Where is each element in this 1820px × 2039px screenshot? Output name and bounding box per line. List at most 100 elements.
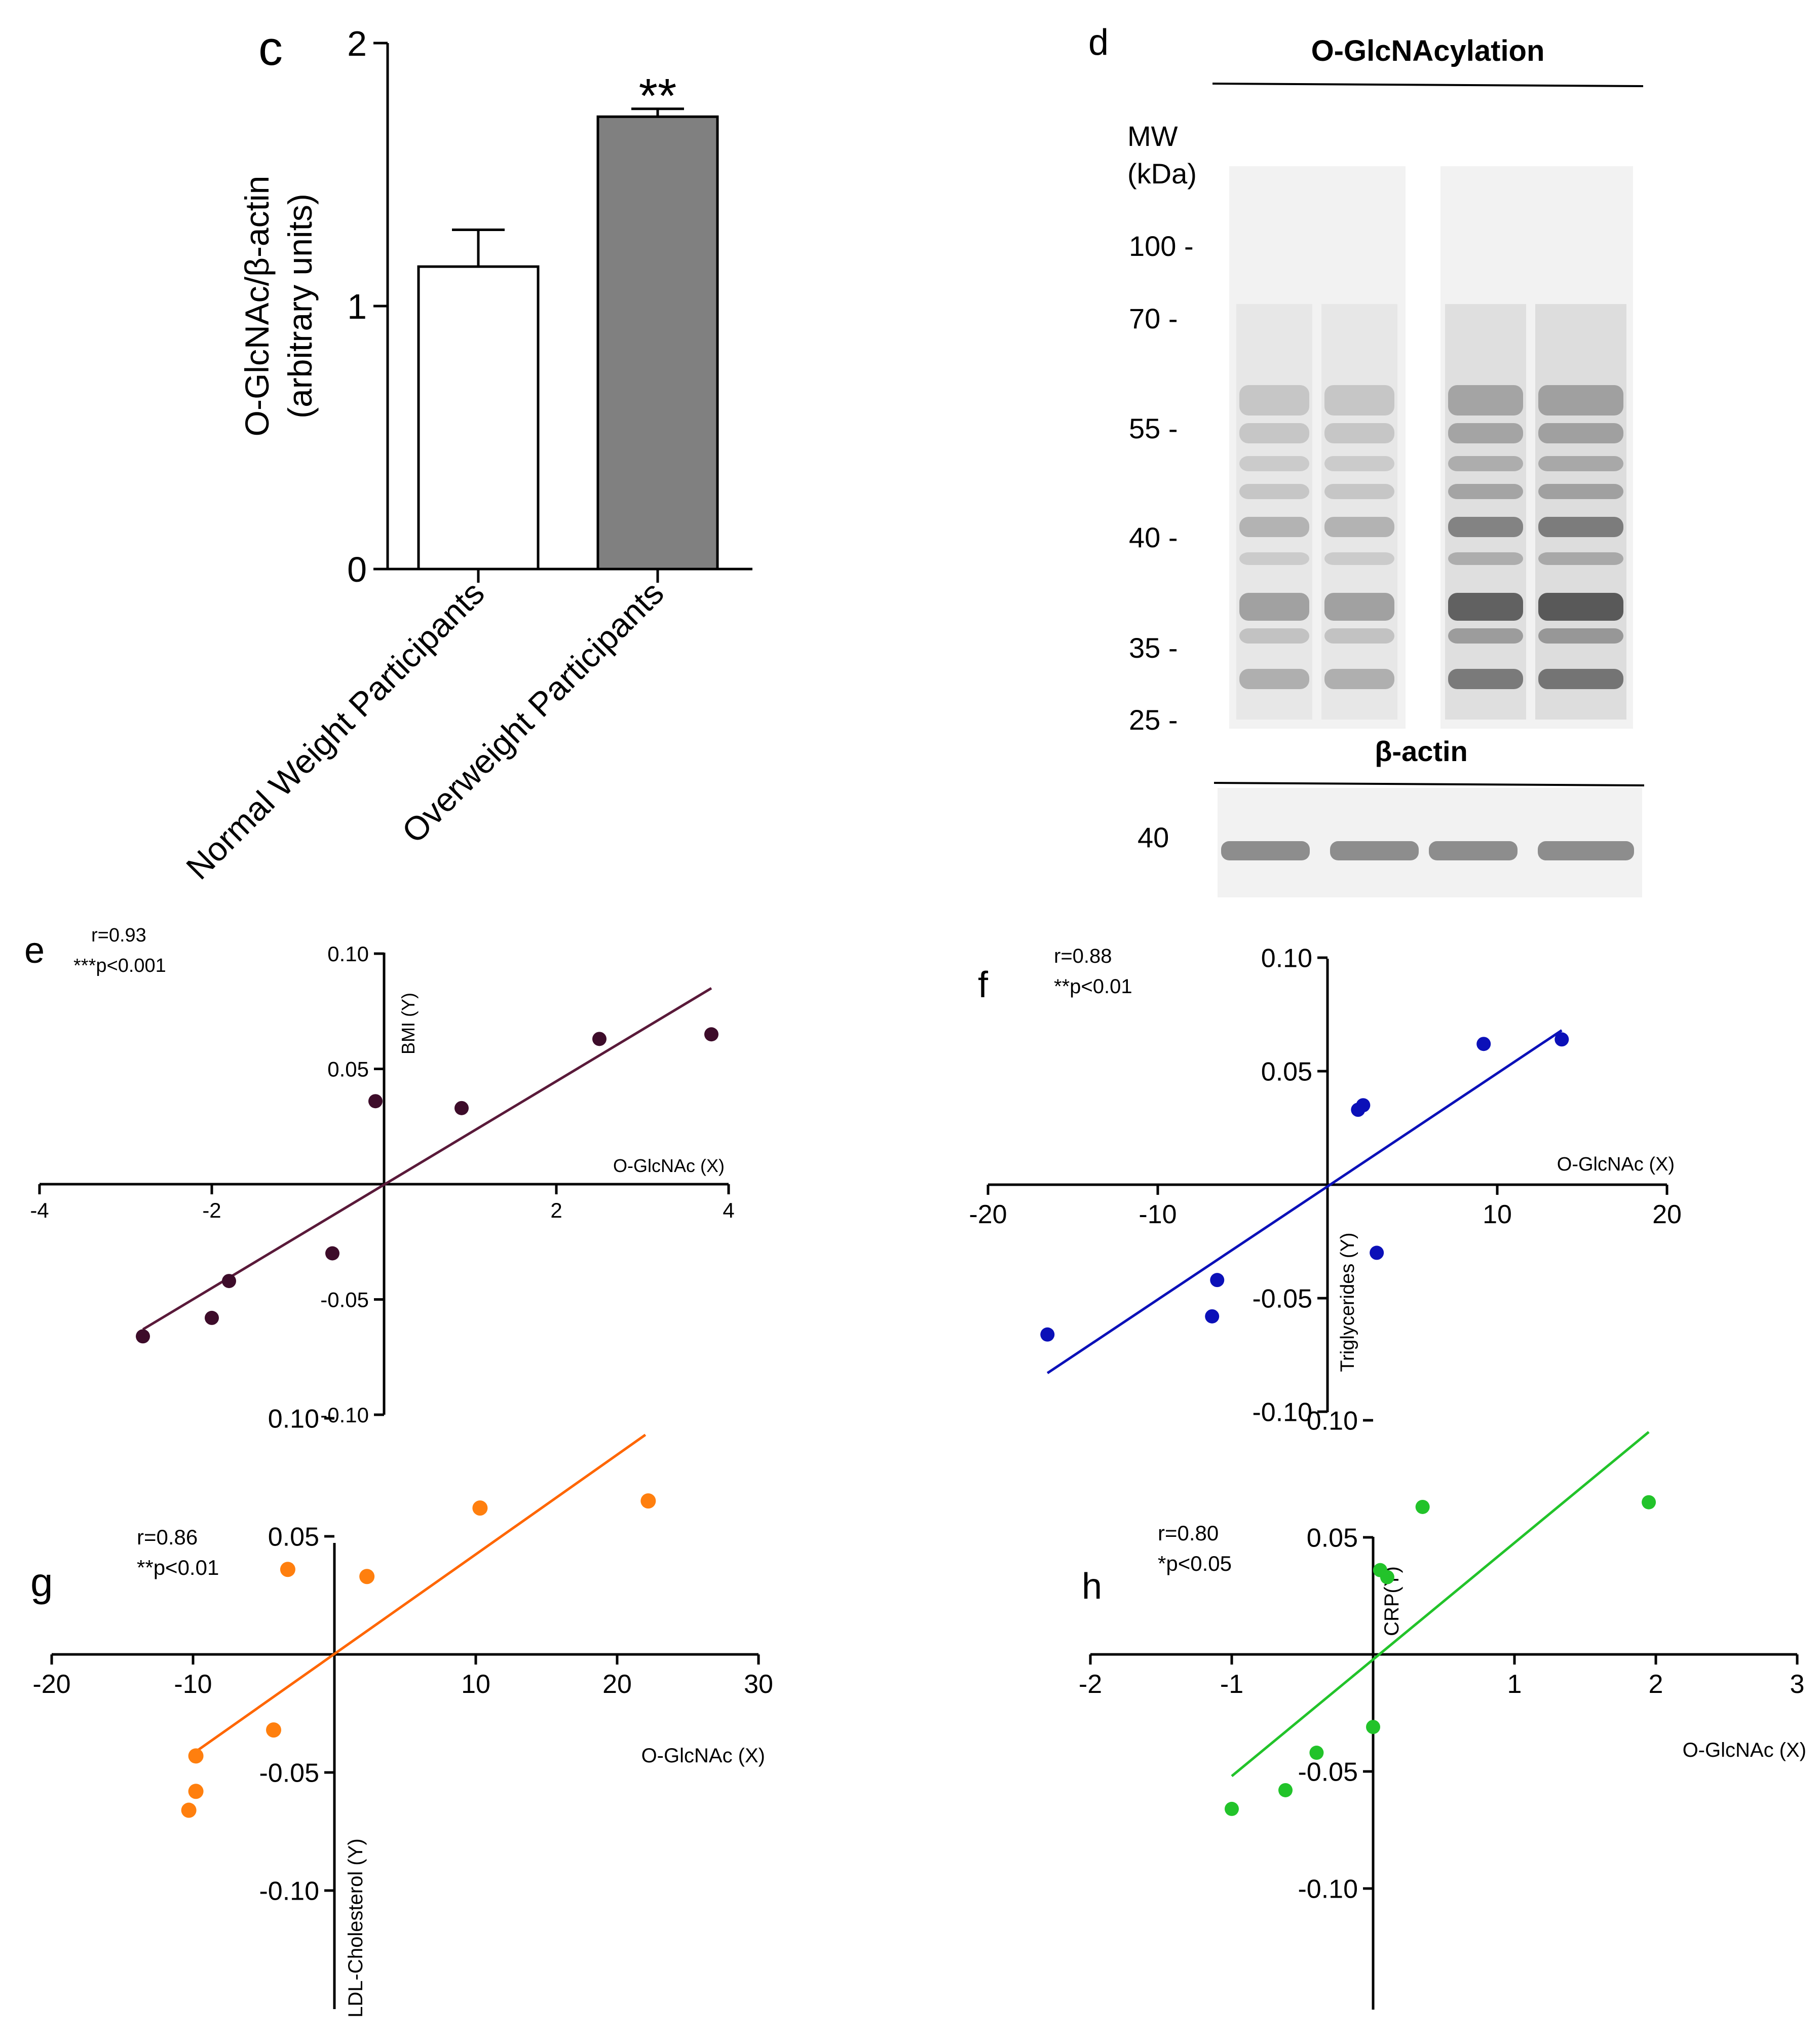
- g-regression-line: [192, 1433, 647, 1755]
- h-xtick-label-4: 2: [1649, 1670, 1663, 1699]
- actin-title-rule: [1214, 782, 1645, 786]
- blot-band-33: [1538, 552, 1623, 565]
- blot-band-20: [1448, 423, 1523, 443]
- f-data-point-7: [1476, 1037, 1491, 1051]
- g-xtick-label-3: 10: [461, 1670, 490, 1699]
- blot-band-36: [1538, 669, 1623, 689]
- mw-marker-70: 70 -: [1129, 303, 1178, 334]
- h-xlabel: O-GlcNAc (X): [1683, 1739, 1806, 1761]
- e-data-point-1: [136, 1329, 150, 1344]
- western-blot-panel-d: O-GlcNAcylation MW (kDa) 100 - 70 - 55 -…: [1127, 34, 1645, 897]
- h-data-point-8: [1642, 1495, 1656, 1509]
- actin-band-4: [1538, 841, 1634, 860]
- panel-letter-e: e: [24, 930, 45, 971]
- f-data-point-6: [1370, 1245, 1384, 1260]
- blot-band-30: [1538, 456, 1623, 471]
- g-ytick-label-4: -0.10: [259, 1877, 319, 1906]
- blot-band-16: [1324, 593, 1394, 621]
- actin-marker-40: 40: [1138, 821, 1169, 853]
- blot-lane-smear-2: [1321, 304, 1397, 720]
- blot-band-27: [1448, 669, 1523, 689]
- f-data-point-5: [1356, 1098, 1371, 1113]
- blot-band-23: [1448, 517, 1523, 537]
- g-ytick-label-1: 0.10: [268, 1405, 319, 1434]
- f-stat-p: **p<0.01: [1054, 975, 1132, 998]
- c-errorbar-normal-weight: [452, 228, 505, 267]
- scatter-panel-f: -20 -10 10 20 0.10 0.05 -0.05 -0.10 O-GlcNAc (X)…: [969, 944, 1682, 1427]
- h-data-point-6: [1380, 1570, 1394, 1584]
- f-xlabel: O-GlcNAc (X): [1557, 1154, 1675, 1175]
- blot-membrane-left: [1229, 166, 1406, 729]
- f-data-point-1: [1040, 1327, 1055, 1342]
- blot-band-25: [1448, 593, 1523, 621]
- blot-band-26: [1448, 628, 1523, 644]
- h-ytick-label-4: -0.10: [1298, 1875, 1358, 1904]
- g-data-point-5: [280, 1562, 295, 1577]
- c-category-label-normal: Normal Weight Participants: [179, 574, 491, 887]
- c-significance-annotation: **: [639, 69, 677, 123]
- e-xtick-label-2: -2: [202, 1198, 221, 1222]
- actin-band-3: [1429, 841, 1518, 860]
- h-xtick-label-3: 1: [1507, 1670, 1522, 1699]
- c-ytick-label-2: 2: [347, 24, 367, 63]
- panel-letter-c: c: [258, 21, 283, 75]
- g-data-point-8: [640, 1493, 656, 1509]
- mw-label-line1: MW: [1127, 120, 1178, 152]
- c-ylabel-line2: (arbitrary units): [281, 194, 319, 419]
- c-errorbar-overweight: [631, 107, 684, 117]
- blot-band-10: [1324, 385, 1394, 416]
- blot-band-1: [1239, 385, 1309, 416]
- c-bar-normal-weight: [417, 265, 540, 571]
- f-regression-line: [1046, 1029, 1563, 1374]
- actin-title: β-actin: [1375, 735, 1468, 767]
- g-xtick-label-4: 20: [602, 1670, 632, 1699]
- h-regression-line: [1231, 1431, 1650, 1778]
- blot-title-rule: [1212, 83, 1644, 87]
- blot-band-9: [1239, 669, 1309, 689]
- c-ytick-label-0: 0: [347, 550, 367, 589]
- e-ytick-label-4: -0.10: [320, 1403, 369, 1427]
- blot-band-28: [1538, 385, 1623, 416]
- f-data-point-2: [1205, 1309, 1220, 1324]
- mw-marker-100: 100 -: [1129, 230, 1194, 262]
- e-data-point-4: [325, 1246, 339, 1261]
- e-xtick-label-4: 4: [723, 1198, 734, 1222]
- f-ytick-label-2: 0.05: [1261, 1058, 1312, 1087]
- blot-band-21: [1448, 456, 1523, 471]
- blot-band-35: [1538, 628, 1623, 644]
- actin-band-1: [1221, 841, 1310, 860]
- f-data-point-3: [1210, 1273, 1225, 1288]
- f-xtick-label-1: -20: [969, 1200, 1007, 1229]
- actin-bands: [1221, 841, 1634, 860]
- panel-letter-g: g: [30, 1560, 53, 1605]
- h-ytick-label-2: 0.05: [1307, 1524, 1358, 1553]
- blot-band-3: [1239, 456, 1309, 471]
- g-ytick-label-3: -0.05: [259, 1759, 319, 1788]
- e-stat-r: r=0.93: [91, 925, 146, 946]
- h-ytick-label-3: -0.05: [1298, 1758, 1358, 1787]
- blot-band-18: [1324, 669, 1394, 689]
- blot-band-5: [1239, 517, 1309, 537]
- f-xtick-label-4: 20: [1652, 1200, 1682, 1229]
- h-xtick-label-5: 3: [1790, 1670, 1805, 1699]
- g-ytick-label-2: 0.05: [268, 1523, 319, 1552]
- e-ylabel: BMI (Y): [398, 993, 419, 1054]
- blot-band-4: [1239, 484, 1309, 499]
- f-ytick-label-1: 0.10: [1261, 944, 1312, 973]
- e-data-point-2: [205, 1310, 219, 1325]
- g-stat-r: r=0.86: [137, 1525, 198, 1549]
- h-stat-r: r=0.80: [1158, 1521, 1219, 1545]
- f-stat-r: r=0.88: [1054, 945, 1112, 967]
- f-ytick-label-4: -0.10: [1252, 1398, 1312, 1427]
- c-ytick-label-1: 1: [347, 287, 367, 326]
- g-xtick-label-2: -10: [174, 1670, 212, 1699]
- blot-band-17: [1324, 628, 1394, 644]
- f-ytick-label-3: -0.05: [1252, 1285, 1312, 1314]
- blot-lane-smear-4: [1535, 304, 1626, 720]
- actin-band-2: [1330, 841, 1419, 860]
- g-data-point-3: [188, 1748, 204, 1764]
- blot-band-32: [1538, 517, 1623, 537]
- blot-band-7: [1239, 593, 1309, 621]
- scatter-panel-h: -2 -1 1 2 30.100.05-0.05-0.10O-GlcNAc (X)CRP…: [1079, 1407, 1806, 2010]
- g-data-point-2: [188, 1784, 204, 1799]
